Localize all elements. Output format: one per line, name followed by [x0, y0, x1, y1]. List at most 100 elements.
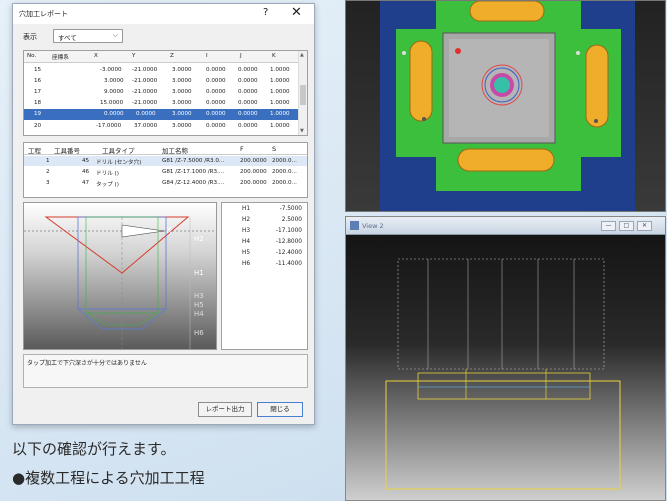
- cell-k: 1.0000: [270, 111, 290, 117]
- cell-j: 0.0000: [238, 100, 258, 106]
- cell-f: 200.0000: [240, 180, 267, 186]
- cell-f: 200.0000: [240, 169, 267, 175]
- cell-tool-type: ドリル (): [96, 171, 119, 177]
- filter-select[interactable]: すべて ⌵: [53, 29, 123, 43]
- cell-no: 20: [34, 123, 42, 129]
- table-row[interactable]: 17 9.0000 -21.0000 3.0000 0.0000 0.0000 …: [24, 87, 300, 98]
- filter-value: すべて: [58, 34, 77, 42]
- chevron-down-icon: ⌵: [112, 31, 118, 39]
- maximize-button[interactable]: □: [619, 221, 634, 231]
- cell-k: 1.0000: [270, 78, 290, 84]
- cell-i: 0.0000: [206, 78, 226, 84]
- list-item: H4 -12.8000: [242, 239, 302, 245]
- list-item: H5 -12.4000: [242, 250, 302, 256]
- cell-y: -21.0000: [132, 78, 158, 84]
- list-item: H3 -17.1000: [242, 228, 302, 234]
- cell-k: 1.0000: [270, 100, 290, 106]
- cell-z: 3.0000: [172, 89, 192, 95]
- cell-no: 17: [34, 89, 42, 95]
- cell-no: 15: [34, 67, 42, 73]
- hole-report-dialog: 穴加工レポート ? ✕ 表示 すべて ⌵ No. 座標系 X Y Z I J K…: [12, 3, 315, 425]
- scroll-down-icon[interactable]: ▼: [300, 128, 304, 134]
- table-row[interactable]: 16 3.0000 -21.0000 3.0000 0.0000 0.0000 …: [24, 76, 300, 87]
- col-header: 工具タイプ: [102, 147, 135, 155]
- part-side-drawing: [385, 258, 621, 490]
- col-header: S: [272, 145, 277, 153]
- cell-step: 1: [46, 158, 50, 164]
- cell-process-name: G81 /Z-17.1000 /R3....: [162, 169, 225, 175]
- vertical-scrollbar[interactable]: ▲ ▼: [298, 51, 307, 135]
- cell-tool-no: 46: [82, 169, 90, 175]
- col-header: 工具番号: [54, 147, 80, 155]
- report-output-button[interactable]: レポート出力: [198, 402, 252, 417]
- side-view-title: View 2: [362, 222, 384, 230]
- cell-i: 0.0000: [206, 123, 226, 129]
- cell-j: 0.0000: [238, 111, 258, 117]
- caption-line-1: 以下の確認が行えます。: [12, 440, 176, 458]
- cell-z: 3.0000: [172, 111, 192, 117]
- table-row[interactable]: 20 -17.0000 37.0000 3.0000 0.0000 0.0000…: [24, 121, 300, 132]
- message-box: タップ加工で下穴深さが十分ではありません: [23, 354, 308, 388]
- col-header: F: [240, 145, 244, 153]
- cell-no: 16: [34, 78, 42, 84]
- plan-view-viewport[interactable]: [345, 0, 666, 212]
- cell-tool-no: 45: [82, 158, 90, 164]
- cell-no: 18: [34, 100, 42, 106]
- cell-f: 200.0000: [240, 158, 267, 164]
- cell-s: 2000.0...: [272, 180, 297, 186]
- cell-s: 2000.0...: [272, 169, 297, 175]
- scroll-up-icon[interactable]: ▲: [300, 52, 304, 58]
- table-row[interactable]: 18 15.0000 -21.0000 3.0000 0.0000 0.0000…: [24, 98, 300, 109]
- side-view-window[interactable]: View 2 — □ ✕: [345, 216, 666, 501]
- height-marker: H5: [194, 301, 204, 309]
- col-header: No.: [27, 53, 37, 59]
- table-header: 工程 工具番号 工具タイプ 加工名称 F S: [24, 143, 307, 155]
- cell-k: 1.0000: [270, 89, 290, 95]
- height-values-list: H1 -7.5000 H2 2.5000 H3 -17.1000 H4 -12.8000…: [221, 202, 308, 350]
- scroll-thumb[interactable]: [300, 85, 306, 105]
- cell-x: 15.0000: [100, 100, 124, 106]
- cell-step: 3: [46, 180, 50, 186]
- cell-j: 0.0000: [238, 89, 258, 95]
- col-header: I: [206, 53, 208, 59]
- dialog-title-bar: 穴加工レポート ? ✕: [13, 4, 314, 24]
- minimize-button[interactable]: —: [601, 221, 616, 231]
- col-header: 工程: [28, 147, 41, 155]
- cell-tool-type: ドリル (センタ穴): [96, 160, 142, 166]
- col-header: X: [94, 53, 98, 59]
- cell-j: 0.0000: [238, 123, 258, 129]
- process-table[interactable]: 工程 工具番号 工具タイプ 加工名称 F S 1 45 ドリル (センタ穴) G…: [23, 142, 308, 198]
- close-icon[interactable]: ✕: [291, 5, 302, 20]
- cell-process-name: G84 /Z-12.4000 /R3....: [162, 180, 225, 186]
- cell-x: -3.0000: [100, 67, 122, 73]
- table-row-selected[interactable]: 19 0.0000 0.0000 3.0000 0.0000 0.0000 1.…: [24, 109, 300, 120]
- cell-y: 37.0000: [134, 123, 158, 129]
- col-header: 座標系: [52, 55, 69, 61]
- height-marker: H4: [194, 310, 204, 318]
- cell-x: 0.0000: [104, 111, 124, 117]
- warning-message: タップ加工で下穴深さが十分ではありません: [27, 360, 147, 367]
- table-row-selected[interactable]: 1 45 ドリル (センタ穴) G81 /Z-7.5000 /R3.0... 2…: [24, 156, 307, 166]
- cell-no: 19: [34, 111, 42, 117]
- list-item: H2 2.5000: [242, 217, 302, 223]
- height-marker: H3: [194, 292, 204, 300]
- cell-z: 3.0000: [172, 123, 192, 129]
- cell-x: -17.0000: [96, 123, 122, 129]
- height-marker: H6: [194, 329, 204, 337]
- table-row[interactable]: 2 46 ドリル () G81 /Z-17.1000 /R3.... 200.0…: [24, 167, 307, 177]
- close-button[interactable]: 閉じる: [257, 402, 303, 417]
- cell-i: 0.0000: [206, 100, 226, 106]
- cell-y: -21.0000: [132, 100, 158, 106]
- table-row[interactable]: 15 -3.0000 -21.0000 3.0000 0.0000 0.0000…: [24, 65, 300, 76]
- table-row[interactable]: 3 47 タップ () G84 /Z-12.4000 /R3.... 200.0…: [24, 178, 307, 188]
- cell-j: 0.0000: [238, 78, 258, 84]
- tool-profile-drawing: X H2 H1 H3 H5 H4 H6: [24, 216, 216, 349]
- col-header: K: [272, 53, 276, 59]
- close-window-button[interactable]: ✕: [637, 221, 652, 231]
- help-button[interactable]: ?: [263, 7, 269, 18]
- tool-profile-viewport[interactable]: X H2 H1 H3 H5 H4 H6: [23, 202, 217, 350]
- cell-step: 2: [46, 169, 50, 175]
- cell-y: -21.0000: [132, 89, 158, 95]
- hole-coordinate-table[interactable]: No. 座標系 X Y Z I J K 15 -3.0000 -21.0000 …: [23, 50, 308, 136]
- cell-j: 0.0000: [238, 67, 258, 73]
